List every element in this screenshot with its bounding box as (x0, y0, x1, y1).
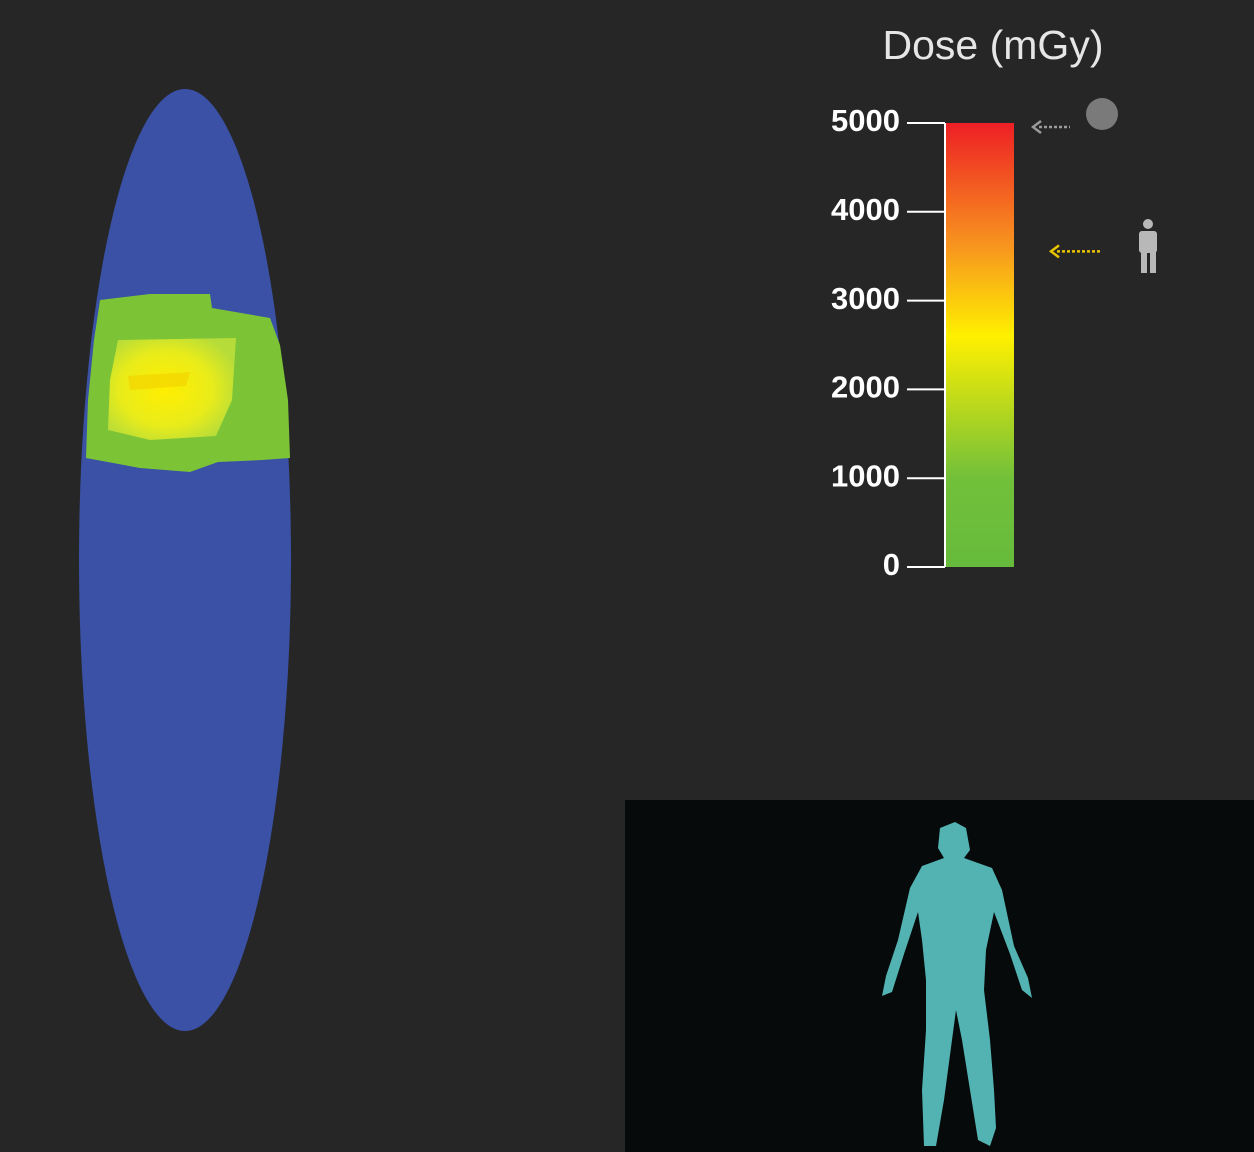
colorbar: 0 1000 2000 3000 4000 5000 (831, 103, 1102, 582)
tick-label: 0 (883, 547, 900, 582)
tick-label: 4000 (831, 192, 900, 227)
dose-map (79, 89, 291, 1031)
tick-label: 2000 (831, 370, 900, 405)
inset-view (625, 800, 1254, 1152)
phantom (79, 89, 291, 1031)
human-model (882, 822, 1032, 1146)
dose-region-high (108, 338, 236, 440)
colorbar-title: Dose (mGy) (883, 22, 1104, 68)
dose-peak (128, 372, 190, 390)
tick-label: 5000 (831, 103, 900, 138)
indicator-arrowhead (1048, 244, 1060, 259)
person-icon (1139, 219, 1157, 273)
tick-label: 3000 (831, 281, 900, 316)
tick-label: 1000 (831, 458, 900, 493)
indicator-arrowhead (1030, 120, 1042, 134)
phantom-icon (1086, 98, 1118, 130)
colorbar-fill (945, 123, 1014, 567)
